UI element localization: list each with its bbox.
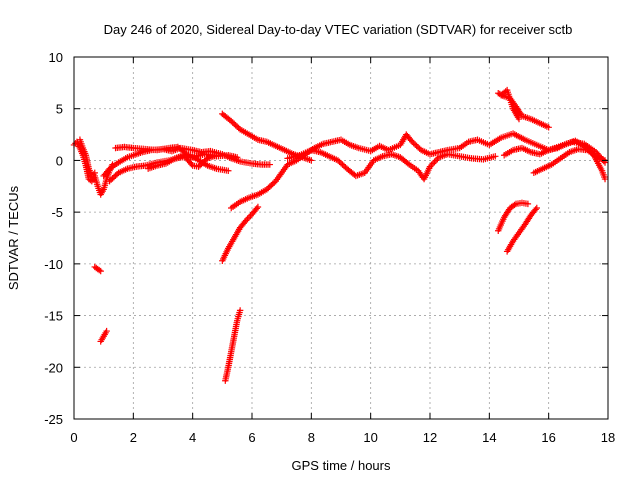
data-point [411,141,419,148]
data-point [91,169,98,177]
data-point [414,144,422,151]
data-point [416,145,423,152]
data-point [229,119,236,126]
y-tick-label: 0 [56,153,63,168]
data-point [103,327,110,335]
data-point [233,154,241,161]
x-tick-label: 18 [601,430,615,445]
data-point [225,167,232,174]
data-point [266,161,273,168]
data-point [195,163,202,170]
x-tick-label: 2 [130,430,137,445]
x-tick-label: 6 [248,430,255,445]
y-tick-label: -10 [44,257,63,272]
data-point [334,157,342,164]
data-point [245,214,253,221]
y-tick-label: 5 [56,102,63,117]
data-point [409,138,416,146]
data-point [339,161,346,168]
y-axis-label: SDTVAR / TECUs [6,185,21,290]
data-point [106,177,113,185]
data-points [70,86,609,384]
y-tick-label: -15 [44,309,63,324]
data-point [110,173,118,181]
data-point [413,142,420,150]
data-point [524,200,532,208]
data-point [188,160,195,168]
data-point [263,186,271,193]
x-tick-label: 16 [541,430,555,445]
data-point [511,201,518,209]
data-point [515,115,523,123]
data-point [336,158,343,166]
x-tick-label: 10 [363,430,377,445]
data-point [236,307,244,314]
data-point [253,205,260,212]
data-point [201,157,208,165]
data-point [232,122,239,129]
data-point [431,158,438,166]
x-tick-label: 8 [308,430,315,445]
data-point [340,162,348,170]
grid [74,57,608,419]
data-point [198,160,205,168]
data-point [213,152,220,159]
data-point [308,157,315,164]
data-point [404,160,411,167]
chart-title: Day 246 of 2020, Sidereal Day-to-day VTE… [104,22,573,37]
y-tick-label: 10 [49,50,63,65]
x-tick-label: 0 [70,430,77,445]
data-point [233,123,241,130]
y-tick-label: -5 [51,205,63,220]
data-point [109,175,116,182]
data-point [254,203,262,211]
x-tick-label: 4 [189,430,196,445]
data-point [492,153,499,160]
data-point [432,157,440,164]
x-tick-label: 14 [482,430,496,445]
data-point [429,160,437,167]
x-axis-label: GPS time / hours [292,458,391,473]
y-tick-label: -20 [44,360,63,375]
data-point [228,117,235,125]
plot-frame [73,56,609,420]
data-point [113,171,121,178]
data-point [532,206,539,213]
data-point [545,124,552,131]
data-point [231,120,238,128]
data-point [533,204,540,212]
data-point [107,176,115,183]
data-point [196,162,204,169]
data-point [601,175,609,183]
data-point [337,159,345,167]
y-tick-label: -25 [44,412,63,427]
data-point [410,139,417,147]
data-point [97,267,104,275]
data-point [266,183,273,190]
axis-ticks: 0 2 4 6 8 10 12 14 16 18 10 5 0 -5 -10 -15 -20 -25 [44,50,615,445]
data-point [265,184,272,192]
data-point [112,172,119,179]
data-point [269,180,276,188]
data-point [235,124,242,132]
data-point [96,266,103,274]
data-point [202,156,210,163]
data-point [268,182,275,189]
x-tick-label: 12 [423,430,437,445]
data-point [199,159,207,166]
